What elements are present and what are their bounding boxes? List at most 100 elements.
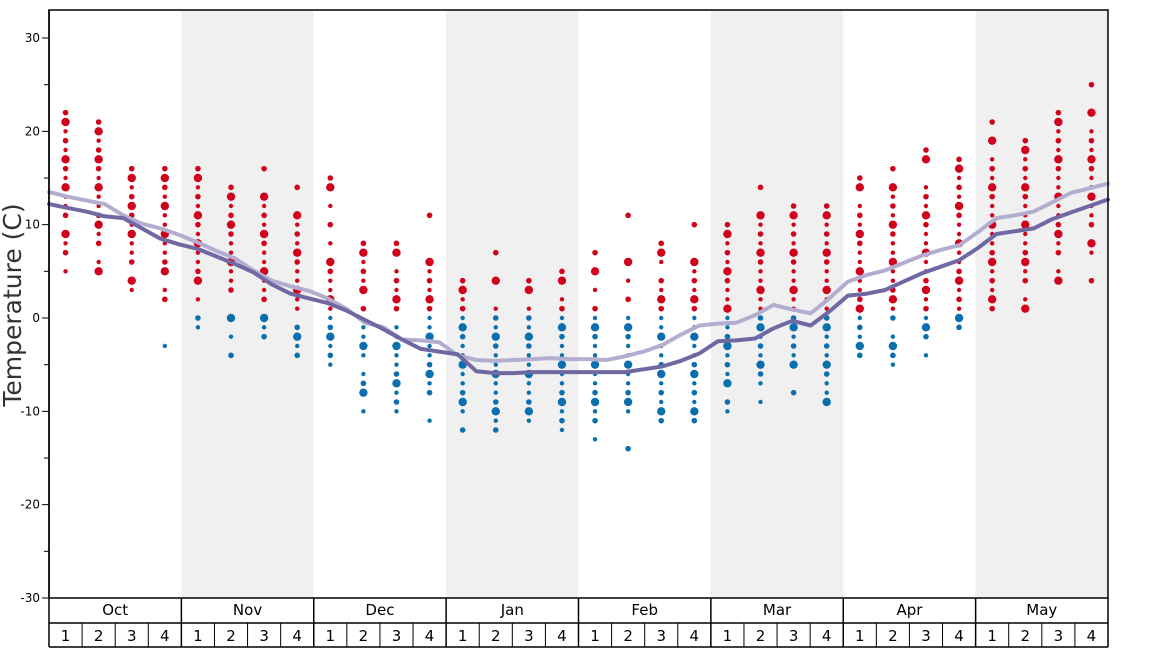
observation-dot — [590, 360, 600, 369]
observation-dot — [625, 333, 631, 340]
observation-dot — [956, 306, 962, 311]
observation-dot — [956, 194, 962, 199]
week-label: 2 — [226, 627, 236, 645]
observation-dot — [426, 212, 433, 219]
observation-dot — [692, 381, 697, 386]
week-label: 1 — [987, 627, 997, 645]
observation-dot — [294, 324, 301, 331]
observation-dot — [756, 323, 765, 332]
observation-dot — [921, 285, 931, 295]
observation-dot — [658, 305, 665, 312]
week-label: 3 — [656, 627, 666, 645]
observation-dot — [592, 353, 598, 358]
observation-dot — [724, 361, 731, 368]
observation-dot — [96, 231, 101, 237]
observation-dot — [557, 276, 567, 285]
observation-dot — [261, 250, 267, 255]
observation-dot — [890, 306, 896, 311]
observation-dot — [923, 221, 929, 228]
observation-dot — [855, 183, 864, 192]
observation-dot — [328, 287, 333, 293]
observation-dot — [492, 343, 499, 349]
observation-dot — [791, 278, 796, 283]
observation-dot — [426, 305, 433, 312]
observation-dot — [989, 277, 995, 284]
observation-dot — [657, 369, 666, 379]
observation-dot — [692, 315, 697, 321]
y-tick-label: 0 — [32, 311, 40, 325]
observation-dot — [162, 343, 168, 349]
observation-dot — [1023, 157, 1028, 162]
observation-dot — [492, 427, 499, 433]
observation-dot — [327, 268, 334, 275]
observation-dot — [725, 315, 730, 321]
observation-dot — [393, 399, 400, 405]
lower-average-line — [47, 197, 1110, 376]
observation-dot — [690, 332, 699, 341]
observation-dot — [757, 184, 764, 191]
observation-dot — [592, 305, 598, 312]
observation-dot — [459, 389, 466, 396]
observation-dot — [61, 117, 70, 127]
observation-dot — [526, 315, 532, 321]
week-label: 2 — [888, 627, 898, 645]
observation-dot — [1088, 137, 1095, 144]
observation-dot — [193, 211, 203, 220]
month-bands — [49, 10, 1108, 598]
observation-dot — [361, 325, 366, 330]
observation-dot — [295, 306, 300, 311]
observation-dot — [459, 305, 466, 312]
observation-dot — [393, 277, 400, 284]
observation-dot — [62, 109, 69, 116]
observation-dot — [890, 194, 896, 199]
observation-dot — [723, 229, 732, 239]
observation-dot — [559, 305, 565, 312]
y-tick-label: -10 — [20, 404, 40, 418]
observation-dot — [923, 315, 929, 321]
observation-dot — [493, 381, 498, 386]
observation-dot — [1023, 269, 1028, 274]
observation-dot — [890, 213, 896, 218]
observation-dot — [393, 371, 400, 377]
observation-dot — [756, 285, 765, 295]
week-label: 3 — [127, 627, 137, 645]
observation-dot — [856, 175, 863, 181]
observation-dot — [360, 380, 367, 387]
observation-dot — [592, 343, 598, 349]
observation-dot — [989, 119, 995, 125]
observation-dot — [427, 418, 432, 423]
observation-dot — [659, 381, 664, 386]
observation-dot — [923, 297, 929, 302]
observation-dot — [1056, 269, 1061, 274]
observation-dot — [888, 183, 898, 192]
y-tick-label: -30 — [20, 591, 40, 605]
observation-dot — [458, 285, 467, 295]
observation-dot — [1087, 239, 1096, 248]
observation-dot — [492, 315, 499, 321]
observation-dot — [857, 334, 862, 339]
month-label-apr: Apr — [896, 601, 923, 619]
observation-dot — [789, 211, 798, 220]
observation-dot — [261, 333, 267, 340]
observation-dot — [956, 222, 962, 227]
observation-dot — [1021, 257, 1030, 267]
observation-dot — [989, 165, 995, 172]
observation-dot — [94, 183, 103, 192]
observation-dot — [360, 240, 367, 247]
observation-dot — [63, 147, 68, 153]
observation-dot — [921, 323, 931, 332]
observation-dot — [460, 381, 465, 386]
observation-dot — [425, 257, 434, 267]
observation-dot — [789, 323, 798, 332]
observation-dot — [659, 287, 664, 293]
observation-dot — [392, 379, 401, 388]
observation-dot — [822, 211, 831, 220]
observation-dot — [890, 269, 896, 274]
observation-dot — [625, 212, 631, 219]
observation-dot — [790, 203, 797, 209]
observation-dot — [261, 212, 267, 219]
observation-dot — [1087, 192, 1096, 201]
observation-dot — [691, 417, 698, 424]
observation-dot — [559, 389, 565, 396]
